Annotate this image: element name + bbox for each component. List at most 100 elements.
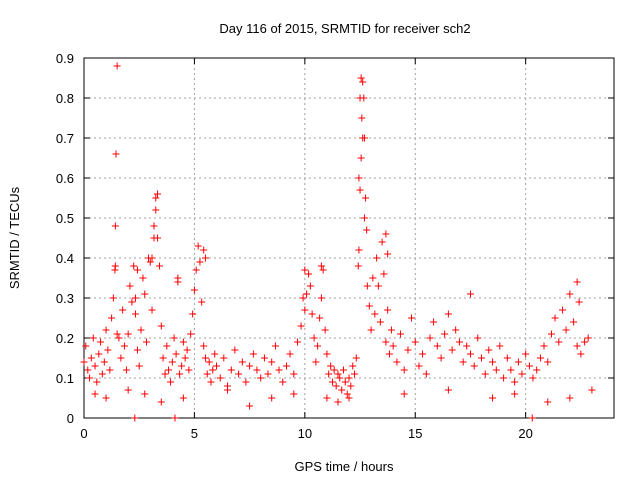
data-point: [540, 342, 548, 350]
data-point: [489, 358, 497, 366]
data-point: [137, 326, 145, 334]
data-point: [102, 394, 110, 402]
y-axis-label: SRMTID / TECUs: [7, 186, 22, 289]
data-point: [575, 298, 583, 306]
data-point: [86, 374, 94, 382]
data-point: [529, 374, 537, 382]
data-point: [570, 318, 578, 326]
data-point: [119, 306, 127, 314]
data-point: [507, 366, 515, 374]
x-tick-label: 5: [191, 426, 198, 441]
data-point: [165, 366, 173, 374]
data-point: [548, 330, 556, 338]
data-point: [231, 346, 239, 354]
data-point: [246, 362, 254, 370]
data-point: [161, 370, 169, 378]
data-point: [323, 394, 331, 402]
data-point: [478, 354, 485, 362]
data-point: [201, 254, 209, 262]
data-point: [299, 294, 307, 302]
data-point: [533, 366, 541, 374]
data-point: [525, 362, 533, 370]
data-point: [109, 294, 117, 302]
data-point: [131, 414, 139, 422]
data-point: [170, 334, 178, 342]
data-point: [323, 350, 331, 358]
data-point: [268, 394, 276, 402]
data-point: [87, 354, 95, 362]
data-point: [111, 262, 119, 270]
y-tick-label: 0.2: [56, 331, 74, 346]
data-point: [264, 370, 272, 378]
data-point: [189, 310, 197, 318]
data-point: [356, 94, 364, 102]
data-point: [93, 378, 101, 386]
y-tick-label: 0.5: [56, 211, 74, 226]
data-point: [111, 222, 119, 230]
data-point: [117, 354, 125, 362]
data-point: [325, 370, 333, 378]
data-point: [171, 414, 179, 422]
y-tick-label: 0.6: [56, 171, 74, 186]
data-point: [194, 242, 202, 250]
y-tick-label: 0.8: [56, 91, 74, 106]
data-point: [380, 270, 388, 278]
data-point: [139, 274, 147, 282]
data-point: [559, 306, 567, 314]
data-point: [314, 342, 322, 350]
data-point: [268, 358, 276, 366]
data-point: [190, 286, 198, 294]
data-point: [183, 346, 191, 354]
data-point: [152, 194, 160, 202]
data-point: [187, 330, 195, 338]
data-point: [172, 350, 180, 358]
data-point: [91, 390, 99, 398]
data-point: [341, 378, 349, 386]
data-point: [485, 346, 493, 354]
data-point: [566, 290, 574, 298]
data-point: [503, 354, 511, 362]
y-tick-label: 0.3: [56, 291, 74, 306]
data-point: [124, 386, 132, 394]
data-point: [312, 358, 320, 366]
data-point: [577, 350, 585, 358]
data-point: [131, 294, 139, 302]
data-point: [433, 342, 441, 350]
data-point: [130, 262, 138, 270]
data-point: [290, 370, 298, 378]
data-point: [131, 310, 139, 318]
data-point: [224, 386, 232, 394]
data-point: [355, 246, 363, 254]
data-point: [374, 282, 382, 290]
data-point: [207, 378, 215, 386]
data-point: [354, 262, 362, 270]
data-point: [404, 346, 412, 354]
data-point: [511, 390, 519, 398]
data-point: [328, 378, 336, 386]
data-point: [349, 362, 357, 370]
data-point: [178, 362, 186, 370]
data-point: [489, 394, 497, 402]
data-point: [367, 326, 375, 334]
data-point: [108, 314, 116, 322]
data-point: [351, 370, 359, 378]
data-point: [279, 378, 287, 386]
data-point: [544, 398, 552, 406]
data-point: [317, 294, 325, 302]
data-point: [174, 274, 182, 282]
data-point: [334, 370, 342, 378]
data-point: [205, 358, 213, 366]
data-point: [573, 342, 581, 350]
data-point: [419, 350, 427, 358]
data-point: [463, 342, 471, 350]
data-point: [407, 314, 415, 322]
data-point: [133, 266, 141, 274]
data-point: [163, 342, 171, 350]
axis-ticks: 0 0.1 0.2 0.3 0.4 0.5 0.6 0.7 0.8 0.9 0 5 10 15 20: [56, 51, 614, 441]
data-point: [448, 346, 456, 354]
y-tick-label: 0.7: [56, 131, 74, 146]
data-point: [363, 282, 371, 290]
data-point: [430, 318, 438, 326]
data-point: [102, 326, 110, 334]
data-point: [360, 214, 368, 222]
